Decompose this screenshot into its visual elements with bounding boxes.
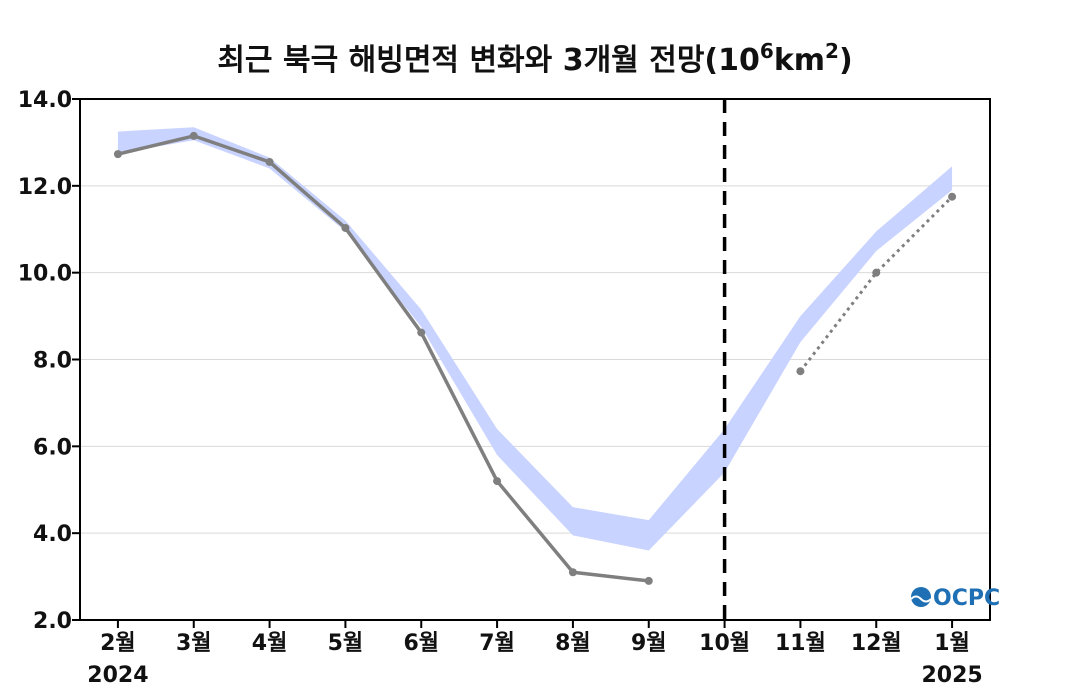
x-tick-label: 5월 <box>328 631 364 656</box>
x-tick-label: 1월 <box>934 631 970 656</box>
x-tick-label: 2월 <box>100 631 136 656</box>
y-tick-label: 4.0 <box>33 522 72 547</box>
plot-frame <box>79 98 991 621</box>
observed-point <box>568 568 577 577</box>
forecast-point <box>872 268 881 277</box>
y-tick-label: 14.0 <box>18 88 72 113</box>
tick-labels: 2.0 4.0 6.0 8.0 10.0 12.0 14.0 2월 3월 4월 5월 6월 7월 8월 9월… <box>18 88 983 688</box>
chart-title: 최근 북극 해빙면적 변화와 3개월 전망(106km2) <box>217 39 852 78</box>
series-layer <box>113 99 957 620</box>
x-tick-label: 7월 <box>479 631 515 656</box>
logo-text: OCPC <box>933 586 1000 611</box>
climatology-band <box>117 127 953 551</box>
observed-point <box>113 150 122 159</box>
year-label: 2024 <box>87 663 148 688</box>
climatology-band-layer <box>117 127 953 551</box>
logo-wave-icon <box>910 595 932 603</box>
observed-point <box>644 576 653 585</box>
forecast-point <box>796 367 805 376</box>
y-tick-label: 6.0 <box>33 435 72 460</box>
observed-point <box>341 223 350 232</box>
ocpc-logo: OCPC <box>910 586 1000 611</box>
x-tick-label: 6월 <box>403 631 439 656</box>
x-tick-label: 12월 <box>851 631 902 656</box>
grid-lines <box>80 185 990 534</box>
observed-line <box>117 134 649 583</box>
y-tick-label: 10.0 <box>18 262 72 287</box>
axes <box>72 98 991 628</box>
observed-point <box>265 157 274 166</box>
y-tick-label: 12.0 <box>18 175 72 200</box>
x-tick-label: 10월 <box>699 631 750 656</box>
observed-point <box>417 328 426 337</box>
forecast-point <box>948 192 957 201</box>
x-tick-label: 8월 <box>555 631 591 656</box>
y-tick-label: 2.0 <box>33 609 72 634</box>
forecast-line <box>799 195 954 373</box>
x-tick-label: 9월 <box>631 631 667 656</box>
x-tick-label: 3월 <box>176 631 212 656</box>
x-tick-label: 11월 <box>775 631 826 656</box>
observed-point <box>189 131 198 140</box>
observed-point <box>493 477 502 486</box>
x-tick-label: 4월 <box>252 631 288 656</box>
year-label: 2025 <box>921 663 982 688</box>
y-tick-label: 8.0 <box>33 349 72 374</box>
